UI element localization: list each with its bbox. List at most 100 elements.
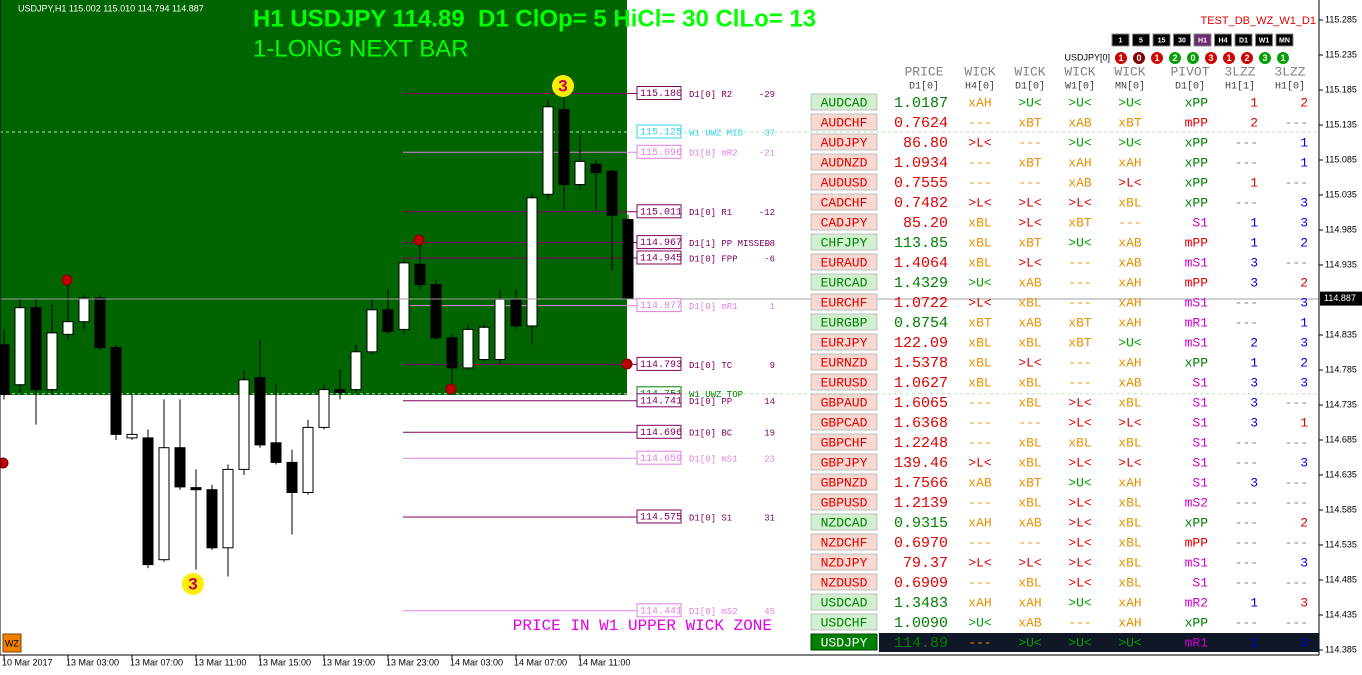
symbol-box[interactable] [810,253,878,271]
symbol-box[interactable] [810,193,878,211]
symbol[interactable]: USDCAD [821,595,868,610]
symbol-box[interactable] [810,433,878,451]
symbol-box[interactable] [810,333,878,351]
symbol-box[interactable] [810,473,878,491]
symbol-box[interactable] [810,553,878,571]
timeframe-label[interactable]: 15 [1158,37,1166,44]
symbol-box[interactable] [810,353,878,371]
timeframe-button[interactable] [1193,33,1212,47]
pivot: S1 [1192,215,1208,230]
timeframe-label[interactable]: 5 [1139,37,1143,44]
candle-body [78,297,90,323]
symbol[interactable]: AUDCHF [821,115,868,130]
symbol[interactable]: GBPAUD [821,395,868,410]
symbol-box[interactable] [810,573,878,591]
level-price: 114.793 [640,360,682,371]
symbol[interactable]: NZDJPY [821,555,868,570]
symbol[interactable]: NZDUSD [821,575,868,590]
timeframe-label[interactable]: 1 [1119,37,1123,44]
logo[interactable]: WZ [5,638,19,648]
symbol-box[interactable] [810,313,878,331]
symbol-box[interactable] [810,293,878,311]
candle-body [94,297,106,349]
symbol[interactable]: USDCHF [821,615,868,630]
symbol[interactable]: EURAUD [821,255,868,270]
symbol-box[interactable] [810,133,878,151]
level-distance: 14 [764,397,775,407]
symbol[interactable]: AUDCAD [821,95,868,110]
symbol[interactable]: GBPCAD [821,415,868,430]
symbol[interactable]: GBPCHF [821,435,868,450]
symbol-box[interactable] [810,173,878,191]
symbol[interactable]: GBPNZD [821,475,868,490]
lzz: --- [1235,575,1258,590]
timeframe-button[interactable] [1173,33,1191,47]
symbol[interactable]: CADCHF [821,195,868,210]
symbol[interactable]: GBPJPY [821,455,868,470]
price: 1.0627 [894,375,948,392]
timeframe-button[interactable] [1275,33,1294,47]
level-price-box [636,144,682,159]
symbol-box[interactable] [810,413,878,431]
wick: --- [1018,175,1041,190]
symbol[interactable]: NZDCAD [821,515,868,530]
symbol-box[interactable] [810,113,878,131]
symbol[interactable]: NZDCHF [821,535,868,550]
symbol[interactable]: EURCHF [821,295,868,310]
wick: xAH [1118,595,1141,610]
timeframe-button[interactable] [1111,33,1130,47]
symbol[interactable]: AUDNZD [821,155,868,170]
symbol[interactable]: EURCAD [821,275,868,290]
symbol[interactable]: AUDUSD [821,175,868,190]
symbol-box[interactable] [810,633,878,651]
timeframe-label[interactable]: MN [1279,37,1290,44]
symbol-box[interactable] [810,593,878,611]
symbol-box[interactable] [810,93,878,111]
symbol[interactable]: AUDJPY [821,135,868,150]
wick: xBL [1018,395,1041,410]
symbol[interactable]: CHFJPY [821,235,868,250]
timeframe-label[interactable]: D1 [1239,37,1248,44]
symbol-box[interactable] [810,533,878,551]
strength-value: 3 [1208,53,1213,63]
symbol-box[interactable] [810,153,878,171]
level-distance: 23 [764,455,775,465]
symbol-box[interactable] [810,613,878,631]
symbol-box[interactable] [810,513,878,531]
level-name: D1[0] R1 [689,208,732,218]
symbol-box[interactable] [810,373,878,391]
symbol-box[interactable] [810,273,878,291]
pivot: S1 [1192,415,1208,430]
symbol-box[interactable] [810,233,878,251]
timeframe-button[interactable] [1214,33,1232,47]
candle-body [574,160,586,185]
candle-body [254,377,266,446]
timeframe-button[interactable] [1132,33,1150,47]
strength-dot [1223,52,1235,64]
candle-body [590,163,602,174]
timeframe-label[interactable]: H4 [1219,37,1228,44]
symbol[interactable]: GBPUSD [821,495,868,510]
timeframe-button[interactable] [1152,33,1171,47]
wick: xAB [1018,515,1042,530]
timeframe-button[interactable] [1234,33,1253,47]
timeframe-button[interactable] [1255,33,1273,47]
symbol[interactable]: EURUSD [821,375,868,390]
timeframe-label[interactable]: W1 [1259,37,1270,44]
symbol[interactable]: EURNZD [821,355,868,370]
symbol[interactable]: CADJPY [821,215,868,230]
symbol[interactable]: EURGBP [821,315,868,330]
level-price-box [636,603,682,618]
timeframe-label[interactable]: 30 [1178,37,1186,44]
lzz: 3 [1250,275,1258,290]
symbol[interactable]: USDJPY [821,635,868,650]
symbol-box[interactable] [810,213,878,231]
timeframe-label[interactable]: H1 [1198,37,1207,44]
symbol-box[interactable] [810,493,878,511]
symbol[interactable]: EURJPY [821,335,868,350]
symbol-box[interactable] [810,453,878,471]
strength-value: 1 [1118,53,1123,63]
lzz: --- [1235,495,1258,510]
symbol-box[interactable] [810,393,878,411]
logo-box[interactable] [2,633,22,653]
